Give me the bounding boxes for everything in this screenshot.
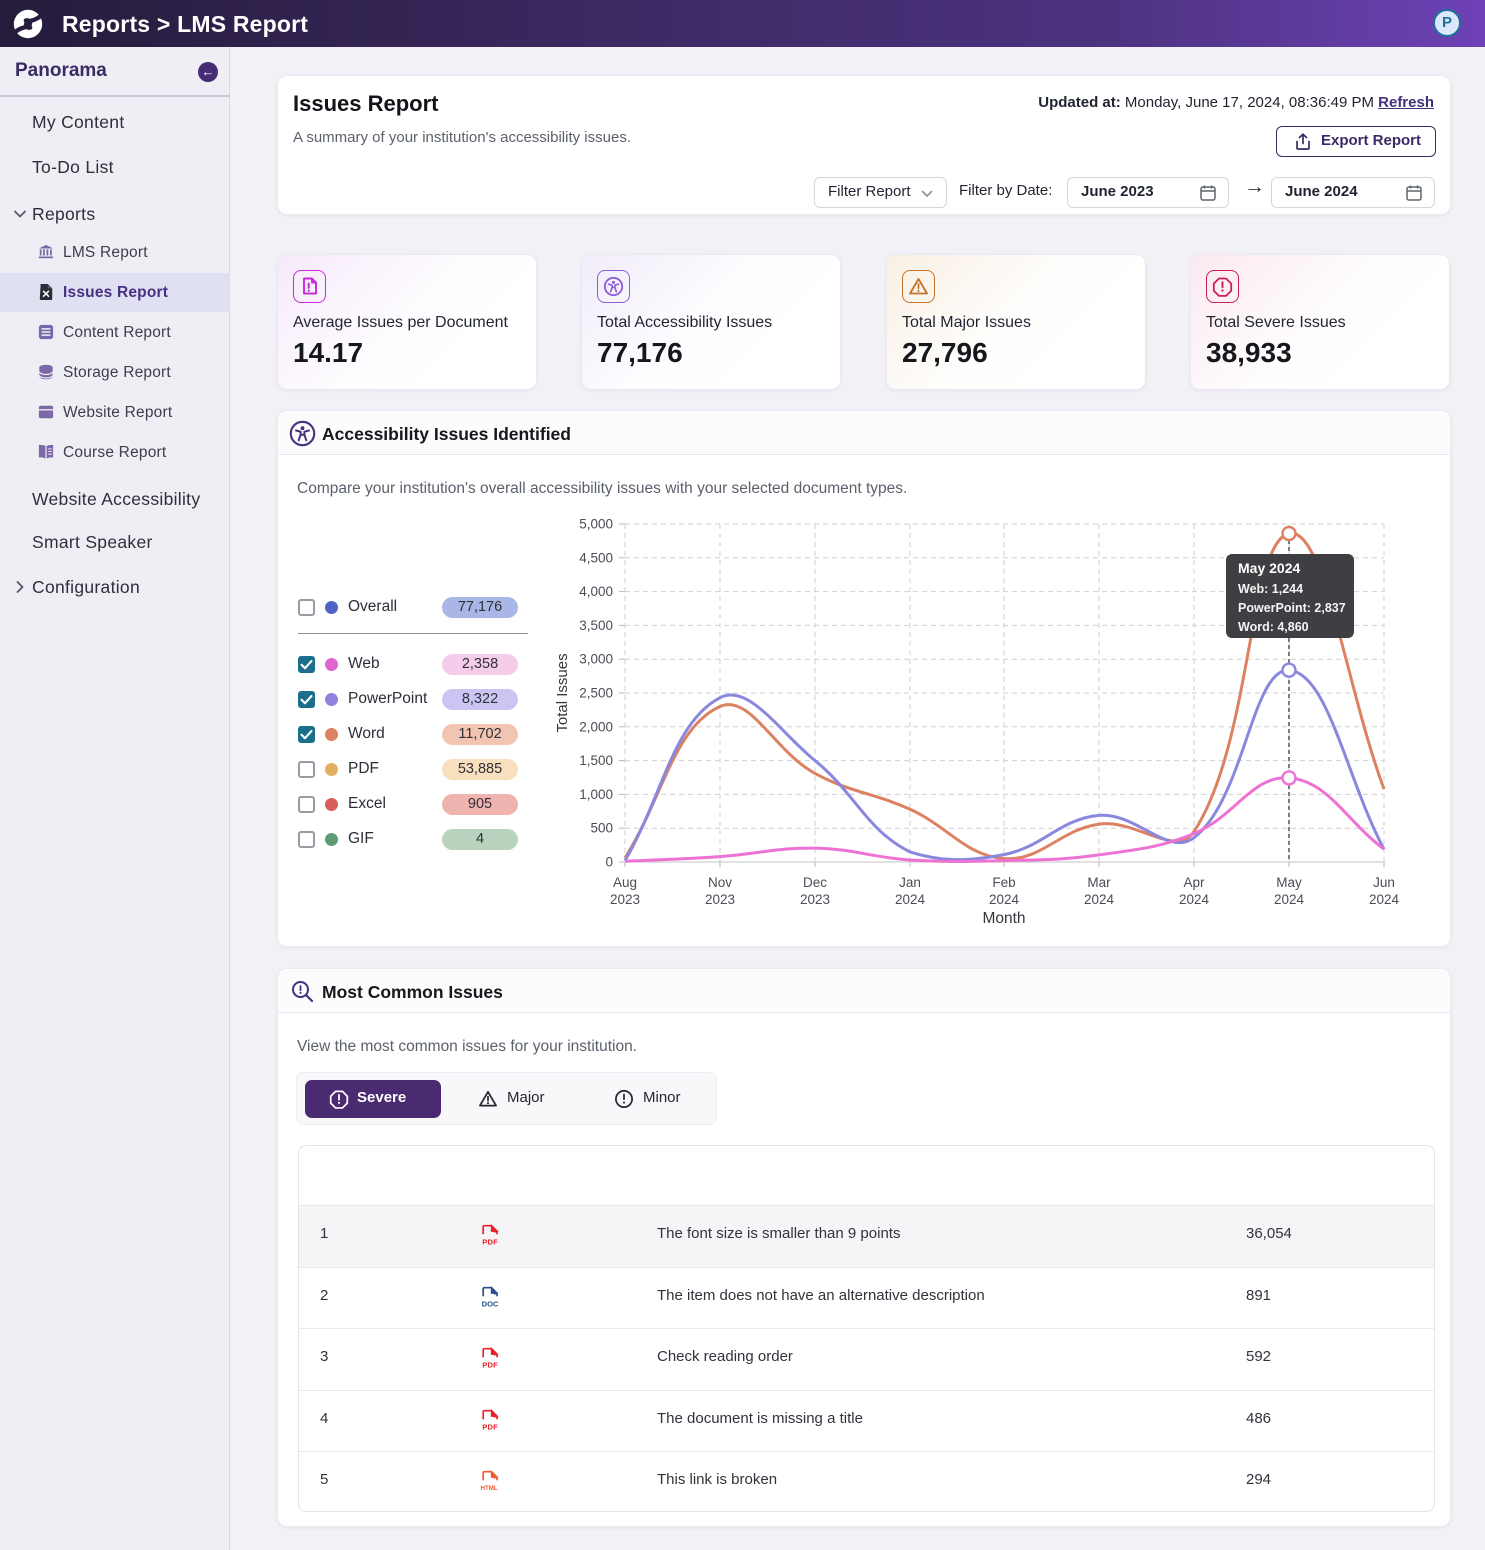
svg-text:Total Issues: Total Issues [554, 653, 571, 732]
svg-text:Aug: Aug [613, 875, 637, 890]
svg-text:2024: 2024 [895, 892, 926, 907]
svg-text:PowerPoint: 2,837: PowerPoint: 2,837 [1238, 601, 1346, 615]
svg-text:2024: 2024 [1369, 892, 1400, 907]
svg-text:2023: 2023 [800, 892, 830, 907]
svg-text:May 2024: May 2024 [1238, 560, 1300, 576]
svg-text:1,000: 1,000 [579, 787, 613, 802]
svg-text:2024: 2024 [1179, 892, 1210, 907]
svg-text:PDF: PDF [482, 1422, 498, 1431]
svg-text:May: May [1276, 875, 1302, 890]
svg-text:Dec: Dec [803, 875, 827, 890]
svg-text:DOC: DOC [482, 1299, 499, 1308]
svg-text:5,000: 5,000 [579, 517, 613, 532]
svg-text:PDF: PDF [482, 1237, 498, 1246]
svg-text:Web: 1,244: Web: 1,244 [1238, 582, 1303, 596]
svg-text:Feb: Feb [992, 875, 1015, 890]
svg-text:2023: 2023 [610, 892, 640, 907]
svg-text:Word: 4,860: Word: 4,860 [1238, 620, 1309, 634]
svg-text:Jun: Jun [1373, 875, 1395, 890]
svg-text:HTML: HTML [481, 1485, 498, 1492]
svg-text:Nov: Nov [708, 875, 732, 890]
svg-text:0: 0 [605, 855, 613, 870]
svg-text:4,500: 4,500 [579, 550, 613, 565]
svg-text:2,500: 2,500 [579, 686, 613, 701]
svg-text:Mar: Mar [1087, 875, 1111, 890]
svg-text:PDF: PDF [482, 1360, 498, 1369]
svg-text:3,000: 3,000 [579, 652, 613, 667]
svg-text:1,500: 1,500 [579, 753, 613, 768]
svg-text:2024: 2024 [1084, 892, 1115, 907]
svg-text:4,000: 4,000 [579, 584, 613, 599]
svg-text:2024: 2024 [1274, 892, 1305, 907]
svg-text:Month: Month [982, 910, 1025, 927]
svg-text:3,500: 3,500 [579, 618, 613, 633]
svg-text:500: 500 [590, 821, 613, 836]
svg-text:2023: 2023 [705, 892, 735, 907]
svg-text:2,000: 2,000 [579, 719, 613, 734]
svg-text:2024: 2024 [989, 892, 1020, 907]
svg-text:Jan: Jan [899, 875, 921, 890]
svg-text:Apr: Apr [1183, 875, 1205, 890]
